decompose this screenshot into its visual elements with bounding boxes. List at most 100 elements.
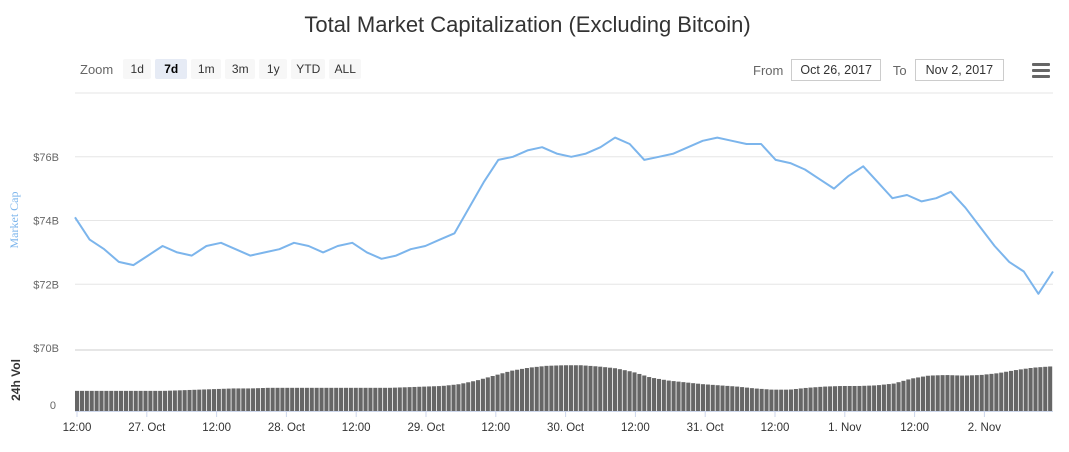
volume-bar <box>495 374 500 411</box>
volume-bar <box>803 387 808 411</box>
volume-bar <box>290 387 295 411</box>
hamburger-menu-icon[interactable] <box>1032 63 1050 79</box>
volume-bar <box>1023 368 1028 411</box>
volume-bar <box>1048 366 1053 411</box>
volume-bar <box>133 390 138 411</box>
volume-bar <box>769 389 774 411</box>
zoom-button-3m[interactable]: 3m <box>225 59 256 79</box>
volume-bar <box>1028 368 1033 411</box>
volume-bar <box>950 375 955 411</box>
volume-bar <box>666 380 671 411</box>
volume-bar <box>808 387 813 411</box>
x-tick-label: 31. Oct <box>687 422 725 434</box>
volume-bar <box>441 385 446 411</box>
y-tick-label: $74B <box>33 216 59 228</box>
x-tick-label: 28. Oct <box>268 422 306 434</box>
volume-bar <box>456 384 461 411</box>
from-date-input[interactable]: Oct 26, 2017 <box>791 59 881 81</box>
volume-bar <box>299 387 305 411</box>
volume-bar <box>534 366 539 411</box>
y-axis-title: Market Cap <box>7 192 21 249</box>
volume-bar <box>353 387 358 411</box>
volume-bar <box>754 388 759 411</box>
zoom-label: Zoom <box>80 61 114 77</box>
volume-bar <box>1018 369 1023 411</box>
volume-bar <box>153 390 158 411</box>
volume-bar <box>260 388 265 411</box>
volume-bar <box>930 375 935 411</box>
volume-bar <box>368 387 373 411</box>
volume-bar <box>324 387 329 411</box>
volume-bar <box>138 390 143 411</box>
volume-bar <box>358 387 363 411</box>
volume-bar <box>84 390 89 411</box>
x-tick-label: 27. Oct <box>128 422 166 434</box>
zoom-button-1d[interactable]: 1d <box>123 59 152 79</box>
volume-bar <box>544 365 549 411</box>
chart-title: Total Market Capitalization (Excluding B… <box>304 12 751 37</box>
volume-bar <box>422 386 427 411</box>
volume-bar <box>519 368 525 411</box>
volume-bar <box>392 387 397 411</box>
volume-bar <box>475 380 481 411</box>
volume-bar <box>280 387 285 411</box>
zoom-button-all[interactable]: ALL <box>329 59 362 79</box>
volume-bar <box>784 389 789 411</box>
to-date-input[interactable]: Nov 2, 2017 <box>914 59 1005 81</box>
y-tick-label: $70B <box>33 343 59 355</box>
volume-bar <box>485 377 490 411</box>
zoom-button-1y[interactable]: 1y <box>259 59 288 79</box>
volume-bar <box>1004 371 1009 411</box>
volume-bar <box>632 372 637 411</box>
volume-bar <box>779 389 784 411</box>
volume-bar <box>182 390 187 411</box>
volume-bar <box>226 388 231 411</box>
volume-bar <box>935 375 940 411</box>
volume-bar <box>1013 370 1018 411</box>
volume-bar <box>123 390 128 411</box>
x-tick-label: 2. Nov <box>968 422 1001 434</box>
volume-bar <box>661 379 666 411</box>
volume-bar <box>1008 370 1014 411</box>
volume-bar <box>847 385 852 411</box>
volume-tick-label: 0 <box>50 400 56 412</box>
zoom-button-1m[interactable]: 1m <box>191 59 222 79</box>
volume-bar <box>309 387 314 411</box>
volume-bar <box>167 390 172 411</box>
volume-bar <box>837 386 842 411</box>
x-tick-label: 12:00 <box>761 422 790 434</box>
volume-bar <box>197 389 202 411</box>
volume-bar <box>451 384 456 411</box>
volume-bar <box>647 377 652 411</box>
zoom-button-ytd[interactable]: YTD <box>291 59 326 79</box>
volume-bar <box>285 387 290 411</box>
volume-bar <box>969 375 974 411</box>
volume-bar <box>764 389 769 411</box>
volume-bar <box>994 373 999 411</box>
volume-bar <box>275 387 280 411</box>
volume-bar <box>539 366 544 411</box>
x-tick-label: 30. Oct <box>547 422 585 434</box>
volume-bar <box>99 390 104 411</box>
x-tick-label: 29. Oct <box>407 422 445 434</box>
zoom-controls: Zoom 1d 7d 1m 3m 1y YTD ALL <box>80 59 362 79</box>
volume-bar <box>911 378 916 411</box>
volume-bar <box>402 387 407 411</box>
volume-bar <box>627 371 632 411</box>
volume-bar <box>857 385 862 411</box>
volume-bar <box>348 387 353 411</box>
x-tick-label: 12:00 <box>900 422 929 434</box>
volume-bar <box>172 390 177 411</box>
zoom-button-7d[interactable]: 7d <box>155 59 188 79</box>
volume-bar <box>431 386 437 411</box>
volume-bar <box>158 390 163 411</box>
volume-bar <box>314 387 319 411</box>
volume-bar <box>691 383 696 411</box>
volume-bar <box>945 375 950 411</box>
volume-bar <box>270 387 275 411</box>
y-tick-label: $76B <box>33 152 59 164</box>
volume-bar <box>578 365 583 411</box>
volume-bar <box>906 379 911 411</box>
volume-bar <box>554 365 559 411</box>
volume-bar <box>999 372 1004 411</box>
